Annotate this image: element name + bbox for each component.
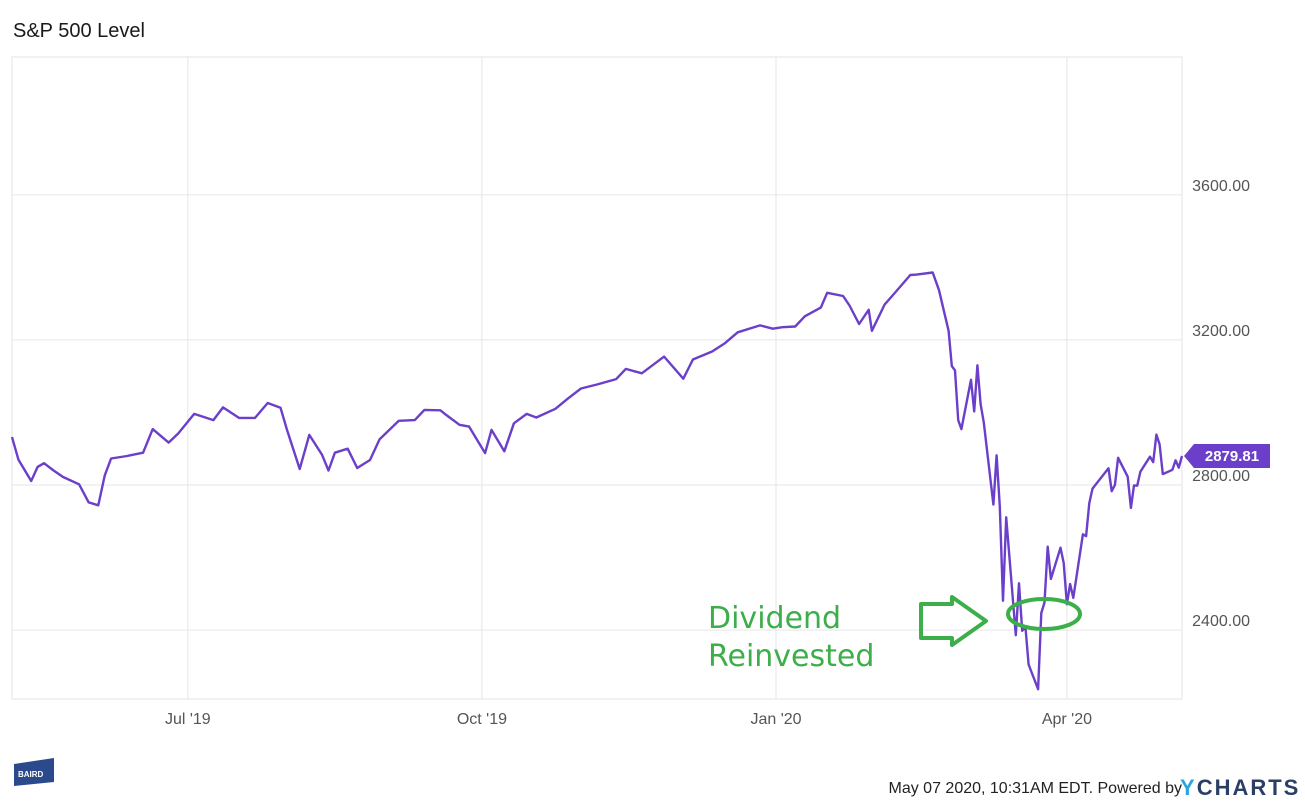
dividend-reinvested-annotation xyxy=(919,595,1082,647)
grid-lines xyxy=(12,57,1182,699)
y-tick-label: 3600.00 xyxy=(1192,178,1250,195)
y-tick-label: 3200.00 xyxy=(1192,323,1250,340)
x-axis: Jul '19 Oct '19 Jan '20 Apr '20 xyxy=(165,711,1092,728)
baird-logo: BAIRD xyxy=(14,758,54,786)
footer-powered-by: May 07 2020, 10:31AM EDT. Powered by xyxy=(888,780,1183,797)
baird-logo-shape xyxy=(14,758,54,786)
chart-title: S&P 500 Level xyxy=(13,20,145,42)
right-arrow-icon xyxy=(919,595,988,647)
x-tick-label: Oct '19 xyxy=(457,711,507,728)
y-tick-label: 2400.00 xyxy=(1192,613,1250,630)
annotation-text: Dividend Reinvested xyxy=(708,600,874,676)
y-tick-label: 2800.00 xyxy=(1192,468,1250,485)
sp500-price-line xyxy=(10,271,1184,691)
baird-logo-text: BAIRD xyxy=(18,770,44,779)
ycharts-logo-y: Y xyxy=(1180,775,1197,800)
last-value-badge-shape xyxy=(1184,444,1270,469)
ycharts-logo[interactable]: YCHARTS xyxy=(1180,775,1300,801)
last-value-label: 2879.81 xyxy=(1205,448,1259,465)
annotation-line-2: Reinvested xyxy=(708,639,875,674)
plot-frame xyxy=(11,56,1183,700)
annotation-line-1: Dividend xyxy=(708,601,842,636)
x-tick-label: Jan '20 xyxy=(750,711,801,728)
y-axis: 2400.00 2800.00 3200.00 3600.00 xyxy=(1192,178,1250,630)
x-tick-label: Jul '19 xyxy=(165,711,211,728)
highlight-circle xyxy=(1006,597,1082,631)
x-tick-label: Apr '20 xyxy=(1042,711,1092,728)
last-value-badge: 2879.81 xyxy=(1184,444,1270,469)
ycharts-logo-rest: CHARTS xyxy=(1196,775,1301,800)
